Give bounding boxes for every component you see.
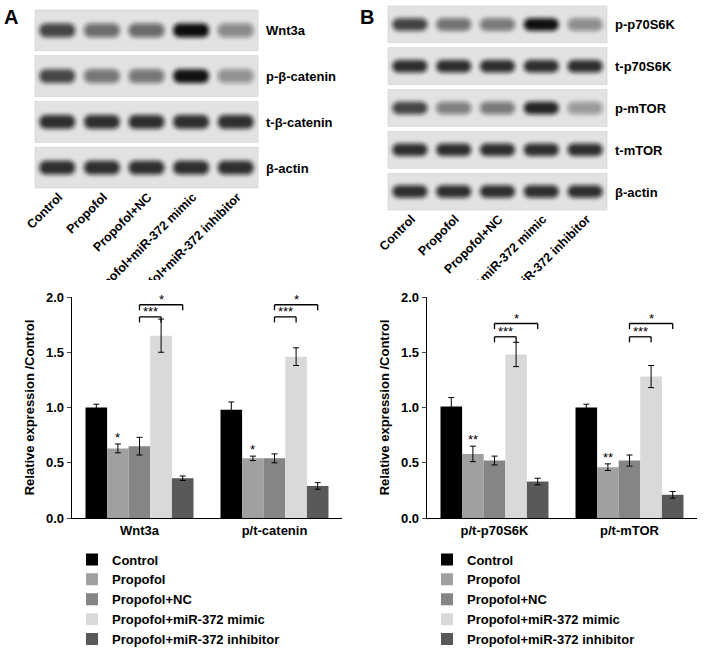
svg-text:**: ** [468,432,478,447]
svg-text:0.0: 0.0 [401,511,419,526]
svg-text:Relative expression /Control: Relative expression /Control [377,320,392,496]
svg-text:2.0: 2.0 [401,290,419,305]
svg-text:t-p70S6K: t-p70S6K [615,59,672,74]
svg-text:Propofol: Propofol [64,190,110,236]
svg-text:Propofol+NC: Propofol+NC [441,212,506,277]
svg-text:***: *** [633,324,648,339]
svg-text:Control: Control [24,190,65,231]
svg-text:Wnt3a: Wnt3a [266,23,306,38]
svg-text:1.5: 1.5 [46,345,64,360]
svg-text:1.0: 1.0 [401,400,419,415]
svg-text:Propofol+NC: Propofol+NC [112,592,192,607]
svg-text:Control: Control [467,553,513,568]
svg-text:A: A [4,6,18,28]
svg-text:*: * [294,292,299,307]
svg-text:β-actin: β-actin [266,161,309,176]
svg-text:B: B [360,6,374,28]
svg-text:Propofol+miR-372 inhibitor: Propofol+miR-372 inhibitor [112,632,279,647]
svg-text:Control: Control [377,212,418,253]
svg-text:Propofol: Propofol [467,572,520,587]
svg-text:p/t-catenin: p/t-catenin [242,523,308,538]
svg-text:Propofol+miR-372 mimic: Propofol+miR-372 mimic [467,612,620,627]
svg-text:p/t-mTOR: p/t-mTOR [600,523,660,538]
svg-text:p/t-p70S6K: p/t-p70S6K [461,523,530,538]
svg-text:*: * [115,430,120,445]
svg-text:t-β-catenin: t-β-catenin [266,115,332,130]
svg-text:p-mTOR: p-mTOR [615,101,667,116]
svg-text:0.5: 0.5 [46,455,64,470]
svg-text:Propofol+NC: Propofol+NC [467,592,547,607]
svg-text:p-β-catenin: p-β-catenin [266,69,336,84]
svg-text:***: *** [143,304,158,319]
svg-text:β-actin: β-actin [615,185,658,200]
svg-text:*: * [250,442,255,457]
svg-text:Propofol+NC: Propofol+NC [90,190,155,255]
svg-text:t-mTOR: t-mTOR [615,143,663,158]
svg-text:1.5: 1.5 [401,345,419,360]
svg-text:Wnt3a: Wnt3a [120,523,160,538]
svg-text:2.0: 2.0 [46,290,64,305]
svg-text:Propofol+miR-372 inhibitor: Propofol+miR-372 inhibitor [470,212,594,280]
svg-text:Propofol+miR-372 mimic: Propofol+miR-372 mimic [112,612,265,627]
svg-text:***: *** [498,324,513,339]
svg-text:Propofol+miR-372 inhibitor: Propofol+miR-372 inhibitor [120,190,244,280]
svg-text:*: * [514,311,519,326]
svg-text:*: * [159,292,164,307]
svg-text:1.0: 1.0 [46,400,64,415]
svg-text:p-p70S6K: p-p70S6K [615,17,676,32]
svg-text:**: ** [603,450,613,465]
svg-text:***: *** [278,304,293,319]
svg-text:Propofol+miR-372 mimic: Propofol+miR-372 mimic [85,190,199,280]
svg-text:0.5: 0.5 [401,455,419,470]
svg-text:Control: Control [112,553,158,568]
svg-text:*: * [649,311,654,326]
svg-text:Propofol: Propofol [416,212,462,258]
svg-text:Propofol: Propofol [112,572,165,587]
svg-text:Propofol+miR-372 inhibitor: Propofol+miR-372 inhibitor [467,632,634,647]
svg-text:Relative expression /Control: Relative expression /Control [22,320,37,496]
svg-text:0.0: 0.0 [46,511,64,526]
